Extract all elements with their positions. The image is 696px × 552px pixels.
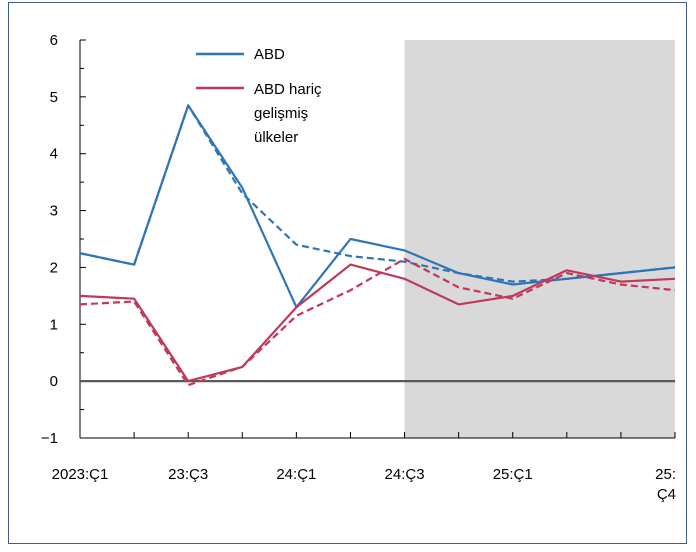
y-tick-label: −1: [41, 430, 58, 447]
x-tick-label: 25: Ç4: [655, 466, 676, 503]
chart-frame: [8, 2, 687, 544]
series-line-3-dashed: [79, 257, 676, 387]
y-tick-label: 5: [50, 89, 58, 106]
series-line-1-dashed: [79, 104, 676, 283]
y-tick-label: 3: [50, 203, 58, 220]
x-tick-label: 23:Ç3: [168, 466, 208, 483]
legend: ABD ABD hariç gelişmiş ülkeler: [196, 46, 322, 146]
y-tick-label: 0: [50, 373, 58, 390]
x-tick-label: 2023:Ç1: [52, 466, 109, 483]
x-tick-label: 24:Ç3: [385, 466, 425, 483]
x-tick-label: 24:Ç1: [276, 466, 316, 483]
x-tick-label: 25:Ç1: [493, 466, 533, 483]
projection-shaded-region: [404, 40, 675, 438]
y-tick-label: 4: [50, 146, 58, 163]
series-line-2-solid: [79, 263, 676, 383]
y-tick-label: 6: [50, 32, 58, 49]
y-tick-label: 2: [50, 259, 58, 276]
y-tick-label: 1: [50, 316, 58, 333]
legend-label-ex-us: ABD hariç gelişmiş ülkeler: [254, 81, 322, 146]
legend-label-abd: ABD: [254, 46, 285, 63]
